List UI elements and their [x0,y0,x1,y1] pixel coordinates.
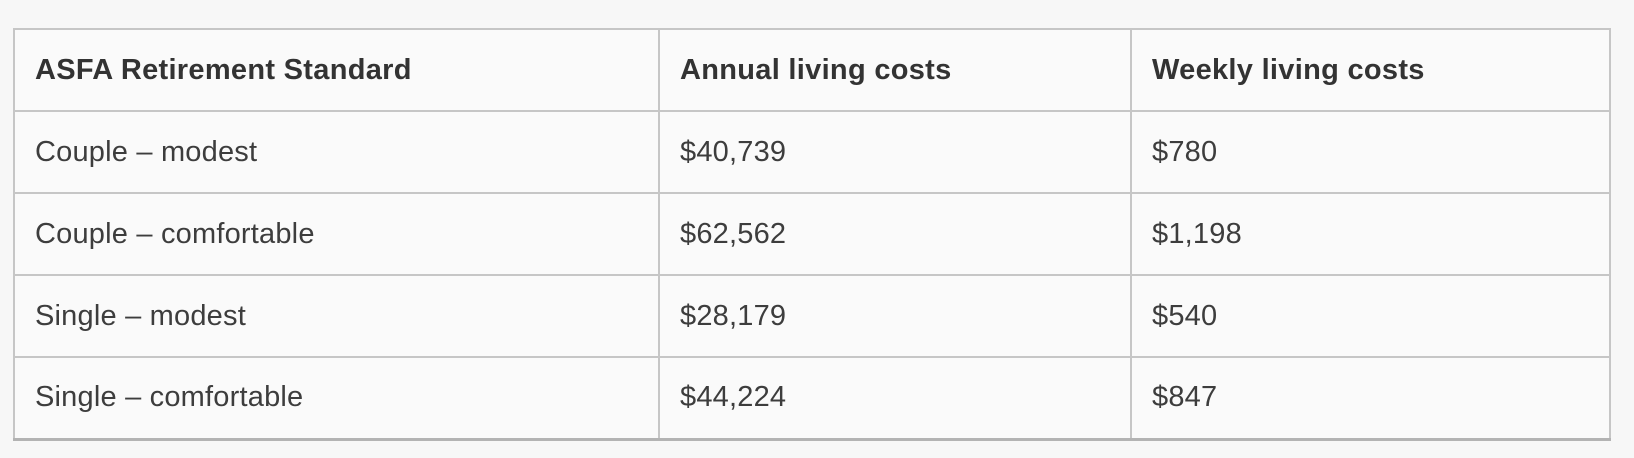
cell-weekly-cost: $1,198 [1130,192,1611,276]
cell-standard: Couple – modest [13,110,660,194]
table-row-couple-comfortable: Couple – comfortable $62,562 $1,198 [13,192,1611,276]
cell-standard: Single – modest [13,274,660,358]
retirement-costs-table-container: ASFA Retirement Standard Annual living c… [13,28,1611,441]
cell-weekly-cost: $540 [1130,274,1611,358]
retirement-costs-table: ASFA Retirement Standard Annual living c… [13,28,1611,441]
header-row: ASFA Retirement Standard Annual living c… [13,28,1611,112]
cell-annual-cost: $44,224 [658,356,1132,441]
table-row-couple-modest: Couple – modest $40,739 $780 [13,110,1611,194]
cell-weekly-cost: $847 [1130,356,1611,441]
cell-annual-cost: $62,562 [658,192,1132,276]
table-row-single-modest: Single – modest $28,179 $540 [13,274,1611,358]
column-header-annual: Annual living costs [658,28,1132,112]
cell-annual-cost: $28,179 [658,274,1132,358]
column-header-standard: ASFA Retirement Standard [13,28,660,112]
cell-annual-cost: $40,739 [658,110,1132,194]
column-header-weekly: Weekly living costs [1130,28,1611,112]
cell-standard: Couple – comfortable [13,192,660,276]
table-row-single-comfortable: Single – comfortable $44,224 $847 [13,356,1611,441]
cell-standard: Single – comfortable [13,356,660,441]
cell-weekly-cost: $780 [1130,110,1611,194]
